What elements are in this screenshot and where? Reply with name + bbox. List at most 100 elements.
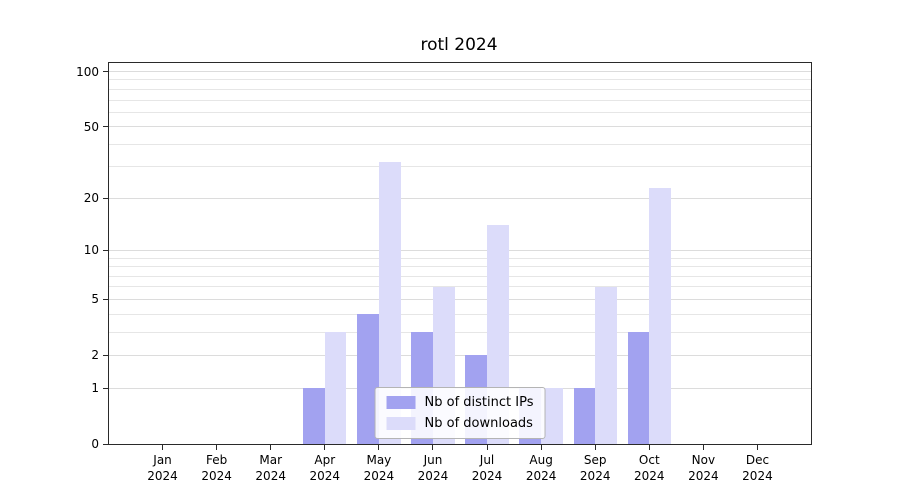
- bar-distinct-ips: [303, 388, 325, 444]
- legend-item-downloads: Nb of downloads: [386, 416, 534, 431]
- x-tick-month: Jun: [423, 453, 443, 467]
- x-tick-mark: [540, 445, 542, 450]
- gridline-minor: [109, 111, 811, 113]
- x-tick-mark: [162, 445, 164, 450]
- y-tick-label: 10: [83, 243, 99, 258]
- x-tick-year: 2024: [634, 469, 665, 483]
- gridline-minor: [109, 275, 811, 277]
- gridline-minor: [109, 331, 811, 333]
- x-tick-year: 2024: [201, 469, 232, 483]
- gridline-major: [109, 71, 811, 73]
- x-tick-label: Nov 2024: [673, 452, 733, 484]
- x-tick-year: 2024: [688, 469, 719, 483]
- y-tick-label: 1: [91, 381, 99, 396]
- x-tick-label: Oct 2024: [619, 452, 679, 484]
- gridline-minor: [109, 266, 811, 268]
- gridline-minor: [109, 88, 811, 90]
- x-tick-mark: [270, 445, 272, 450]
- y-tick-label: 50: [83, 119, 99, 134]
- y-tick-mark: [103, 443, 108, 445]
- x-tick-month: May: [366, 453, 392, 467]
- x-tick-mark: [324, 445, 326, 450]
- gridline-minor: [109, 313, 811, 315]
- x-tick-label: May 2024: [349, 452, 409, 484]
- x-tick-label: Jun 2024: [403, 452, 463, 484]
- x-tick-year: 2024: [579, 469, 611, 483]
- y-tick-label: 0: [91, 437, 99, 451]
- x-tick-month: Nov: [691, 453, 716, 467]
- gridline-minor: [109, 143, 811, 145]
- x-tick-label: Dec 2024: [727, 452, 787, 484]
- bar-downloads: [378, 161, 401, 444]
- x-tick-year: 2024: [309, 469, 341, 483]
- x-tick-year: 2024: [471, 469, 503, 483]
- bar-downloads: [324, 332, 347, 444]
- x-tick-label: Feb 2024: [187, 452, 247, 484]
- legend-swatch-distinct-ips: [386, 396, 416, 409]
- gridline-minor: [109, 286, 811, 288]
- x-tick-year: 2024: [742, 469, 773, 483]
- x-tick-mark: [486, 445, 488, 450]
- y-tick-mark: [103, 387, 108, 389]
- y-tick-label: 20: [83, 191, 99, 206]
- gridline-major: [109, 249, 811, 251]
- legend-swatch-downloads: [386, 417, 416, 430]
- y-tick-label: 100: [76, 64, 99, 79]
- x-tick-month: Dec: [745, 453, 770, 467]
- x-tick-month: Mar: [259, 453, 283, 467]
- bar-downloads: [595, 286, 617, 444]
- x-tick-label: Apr 2024: [295, 452, 355, 484]
- x-tick-month: Jul: [479, 453, 495, 467]
- y-tick-mark: [103, 126, 108, 128]
- y-tick-mark: [103, 249, 108, 251]
- y-tick-label: 2: [91, 348, 99, 363]
- legend-item-distinct-ips: Nb of distinct IPs: [386, 395, 534, 410]
- x-tick-month: Aug: [529, 453, 553, 467]
- y-tick-mark: [103, 197, 108, 199]
- x-tick-month: Oct: [638, 453, 660, 467]
- x-tick-label: Sep 2024: [565, 452, 625, 484]
- legend-label-distinct-ips: Nb of distinct IPs: [424, 395, 534, 410]
- gridline-major: [109, 298, 811, 300]
- x-tick-mark: [756, 445, 758, 450]
- legend-label-downloads: Nb of downloads: [424, 416, 533, 431]
- gridline-major: [109, 354, 811, 356]
- y-tick-mark: [103, 298, 108, 300]
- x-tick-label: Jul 2024: [457, 452, 517, 484]
- bar-distinct-ips: [357, 314, 379, 444]
- gridline-major: [109, 197, 811, 199]
- gridline-major: [109, 126, 811, 128]
- bar-distinct-ips: [627, 332, 650, 444]
- x-tick-mark: [594, 445, 596, 450]
- y-tick-mark: [103, 71, 108, 73]
- x-tick-mark: [432, 445, 434, 450]
- gridline-minor: [109, 257, 811, 259]
- x-tick-year: 2024: [147, 469, 178, 483]
- x-tick-year: 2024: [363, 469, 395, 483]
- x-tick-label: Jan 2024: [133, 452, 193, 484]
- x-tick-month: Sep: [583, 453, 607, 467]
- x-tick-mark: [216, 445, 218, 450]
- x-tick-label: Mar 2024: [241, 452, 301, 484]
- x-tick-mark: [378, 445, 380, 450]
- bar-downloads: [541, 388, 563, 444]
- x-tick-year: 2024: [255, 469, 286, 483]
- gridline-minor: [109, 166, 811, 168]
- y-tick-mark: [103, 354, 108, 356]
- gridline-minor: [109, 99, 811, 101]
- x-tick-month: Jan: [153, 453, 172, 467]
- x-tick-mark: [648, 445, 650, 450]
- legend: Nb of distinct IPs Nb of downloads: [374, 387, 546, 439]
- x-tick-month: Feb: [206, 453, 228, 467]
- bar-distinct-ips: [573, 388, 596, 444]
- x-tick-month: Apr: [314, 453, 336, 467]
- plot-area: Nb of distinct IPs Nb of downloads 0 1 2 5 1…: [76, 62, 812, 483]
- x-tick-mark: [702, 445, 704, 450]
- x-tick-year: 2024: [417, 469, 449, 483]
- gridline-minor: [109, 79, 811, 81]
- x-tick-label: Aug 2024: [511, 452, 571, 484]
- bar-downloads: [649, 187, 671, 444]
- x-tick-year: 2024: [525, 469, 557, 483]
- y-tick-label: 5: [91, 292, 99, 307]
